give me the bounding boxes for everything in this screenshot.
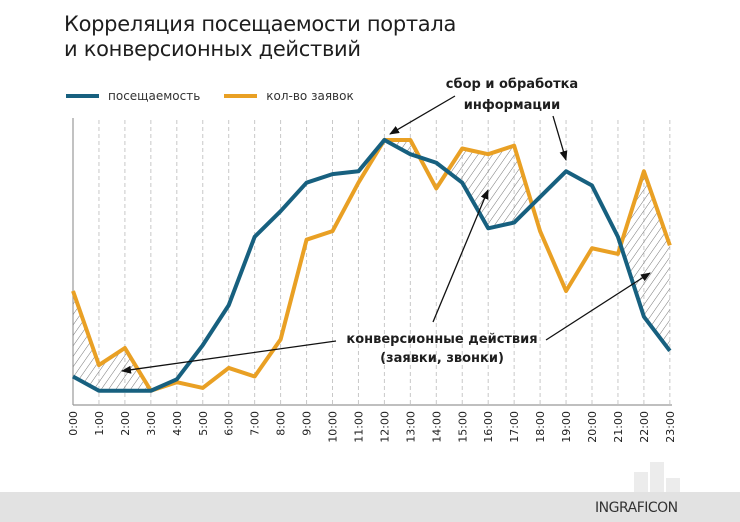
chart-title-line-2: и конверсионных действий [64, 37, 361, 61]
data-points [72, 139, 670, 391]
annotation-arrow [389, 95, 456, 135]
legend-label-visits: посещаемость [108, 89, 201, 103]
x-tick-label: 4:00 [171, 411, 184, 436]
legend-swatch-requests [224, 94, 258, 98]
annotation-text-line: информации [464, 98, 560, 113]
legend: посещаемость кол-во заявок [66, 89, 378, 103]
annotation-arrow [545, 272, 651, 341]
x-tick-label: 23:00 [664, 411, 677, 443]
x-tick-label: 13:00 [404, 411, 417, 443]
x-tick-label: 10:00 [327, 411, 340, 443]
x-tick-label: 20:00 [586, 411, 599, 443]
x-tick-label: 21:00 [612, 411, 625, 443]
x-tick-label: 5:00 [197, 411, 210, 436]
x-tick-label: 15:00 [456, 411, 469, 443]
footer-band [0, 492, 740, 522]
annotation-arrow [121, 340, 337, 374]
x-tick-label: 1:00 [93, 411, 106, 436]
annotation-text-line: (заявки, звонки) [380, 351, 504, 366]
x-tick-label: 11:00 [352, 411, 365, 443]
x-tick-label: 2:00 [119, 411, 132, 436]
annotation-text-line: сбор и обработка [446, 77, 578, 92]
x-tick-label: 8:00 [275, 411, 288, 436]
annotation-arrow [552, 115, 568, 161]
x-tick-label: 12:00 [378, 411, 391, 443]
ingraficon-logo: INGRAFICON [595, 500, 678, 516]
x-tick-label: 0:00 [67, 411, 80, 436]
series-line-visits [72, 137, 672, 393]
x-tick-label: 22:00 [638, 411, 651, 443]
x-tick-labels: 0:00 1:00 2:00 3:00 4:00 5:00 6:00 7:00 8:00 9:00… [67, 411, 677, 443]
annotation-conversions: конверсионные действия (заявки, звонки) [121, 189, 651, 374]
series-line-requests [71, 137, 672, 393]
legend-label-requests: кол-во заявок [266, 89, 354, 103]
x-tick-label: 17:00 [508, 411, 521, 443]
x-tick-label: 18:00 [534, 411, 547, 443]
chart-title: Корреляция посещаемости портала и конвер… [64, 12, 456, 62]
x-tick-label: 3:00 [145, 411, 158, 436]
chart-title-line-1: Корреляция посещаемости портала [64, 12, 457, 36]
annotation-text-line: конверсионные действия [346, 332, 537, 347]
x-tick-label: 7:00 [249, 411, 262, 436]
annotation-arrow [432, 189, 489, 323]
x-tick-label: 6:00 [223, 411, 236, 436]
city-skyline-decoration [634, 462, 680, 492]
x-tick-label: 9:00 [301, 411, 314, 436]
annotation-data-collection: сбор и обработка информации [389, 77, 578, 161]
x-tick-label: 14:00 [430, 411, 443, 443]
legend-swatch-visits [66, 94, 99, 98]
x-tick-label: 19:00 [560, 411, 573, 443]
x-tick-label: 16:00 [482, 411, 495, 443]
